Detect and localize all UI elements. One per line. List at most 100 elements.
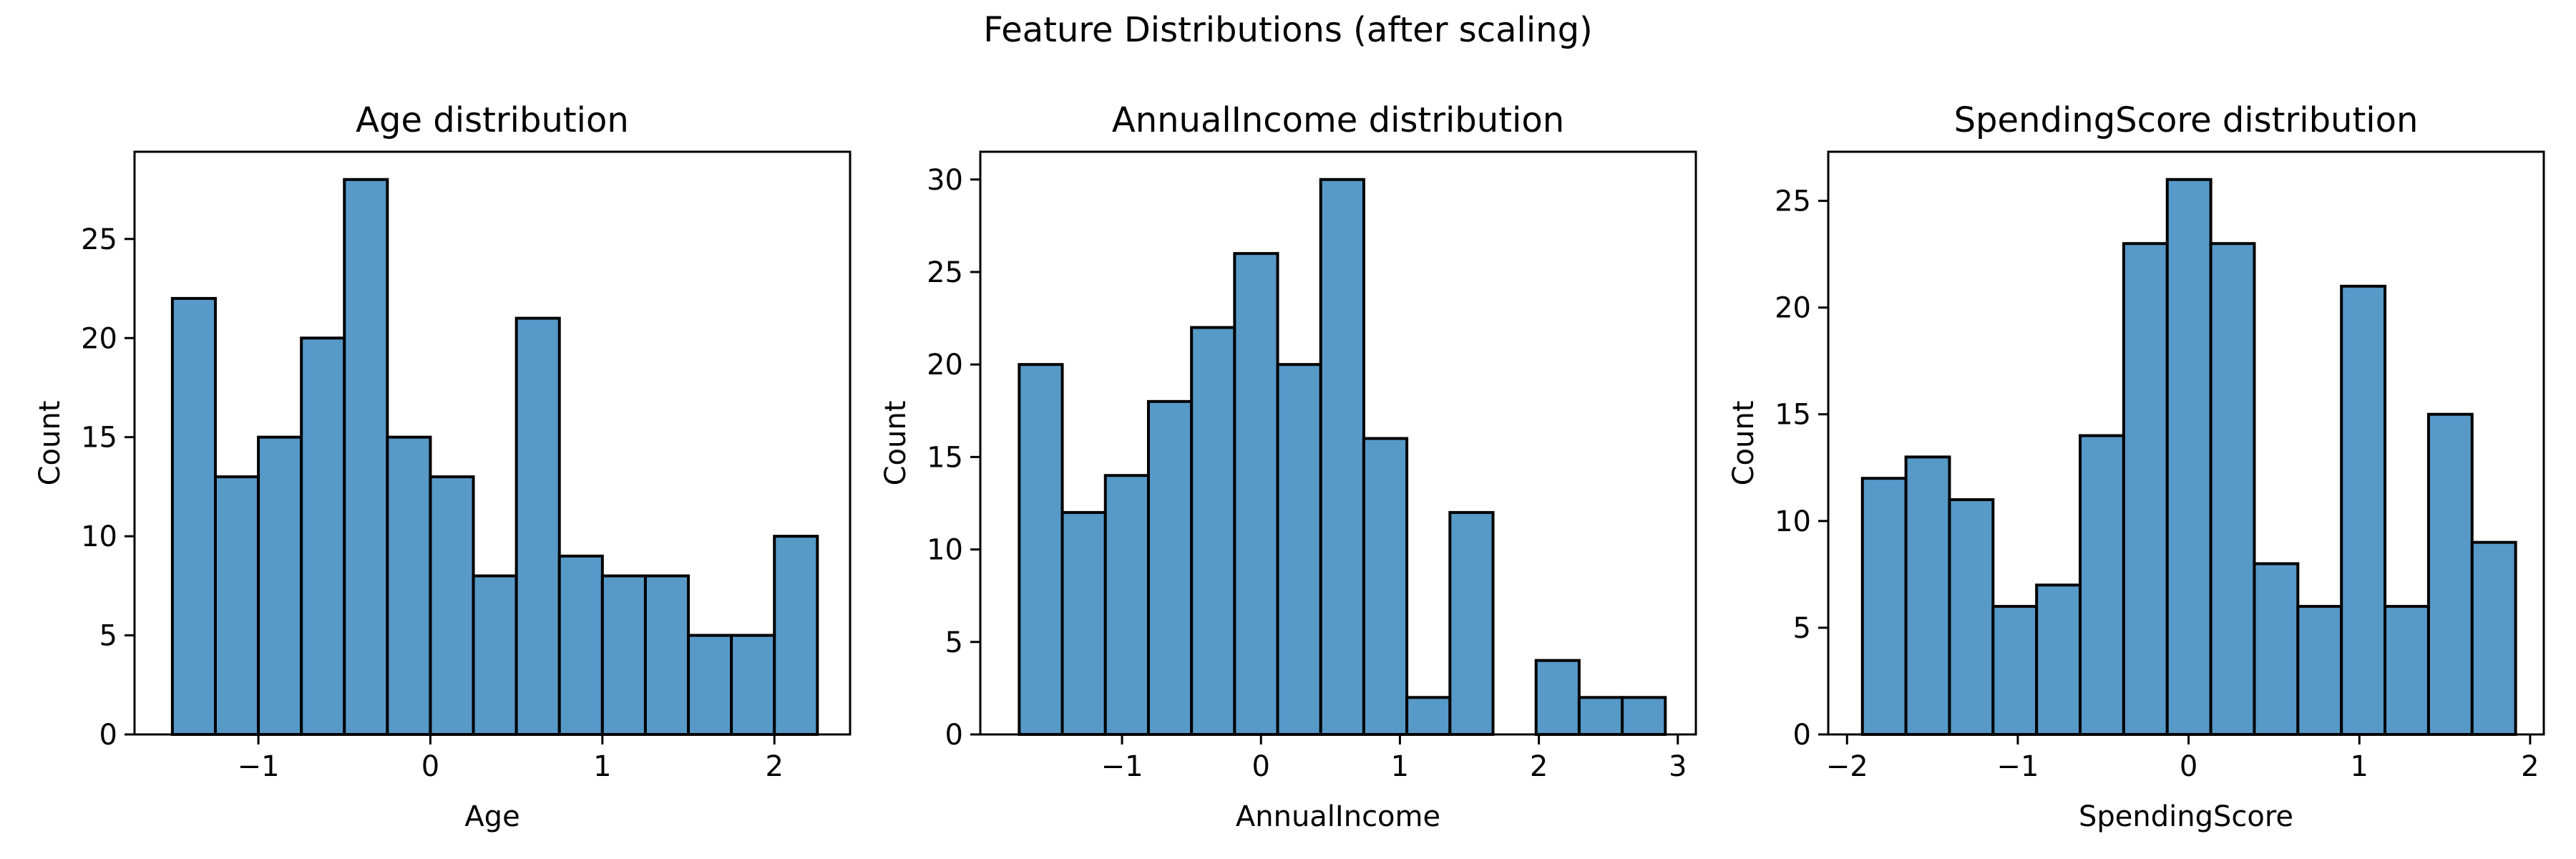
- histogram-bar: [1103, 474, 1150, 736]
- x-tick-label: −1: [1996, 750, 2039, 783]
- x-tick-label: 3: [1669, 750, 1687, 783]
- x-axis: −1 0 1 2: [238, 734, 784, 783]
- y-axis: 0 5 10 15 20 25: [81, 223, 135, 752]
- x-axis: −1 0 1 2 3: [1101, 734, 1687, 783]
- x-tick-label: −2: [1826, 750, 1868, 783]
- subplot-title: Age distribution: [356, 100, 629, 140]
- y-axis: 0 5 10 15 20 25 30: [927, 164, 980, 752]
- histogram-bar: [1621, 696, 1667, 736]
- y-tick-label: 0: [1793, 719, 1811, 752]
- histogram-bar: [300, 336, 346, 737]
- histogram-bar: [600, 574, 647, 737]
- histogram-bar: [514, 316, 561, 737]
- histogram-bar: [1276, 363, 1322, 736]
- histogram-bar: [1405, 696, 1452, 736]
- histogram-bar: [1190, 326, 1236, 736]
- x-axis: −2 −1 0 1 2: [1826, 734, 2540, 783]
- y-tick-label: 0: [945, 719, 963, 752]
- x-tick-label: 2: [2521, 750, 2539, 783]
- x-tick-label: 1: [593, 750, 611, 783]
- y-axis: 0 5 10 15 20 25: [1775, 185, 1828, 752]
- histogram-bar: [773, 535, 819, 737]
- y-tick-label: 10: [1775, 505, 1811, 538]
- histogram-bar: [2296, 605, 2343, 736]
- histogram-bar: [687, 634, 733, 737]
- histogram-bar: [2470, 540, 2517, 737]
- histogram-bar: [429, 475, 475, 737]
- histogram-bar: [257, 435, 303, 736]
- x-tick-label: 2: [1530, 750, 1548, 783]
- x-tick-label: 0: [421, 750, 439, 783]
- histogram-bar: [1146, 399, 1194, 736]
- histogram-bar: [2426, 412, 2474, 736]
- axes-frame: [979, 150, 1697, 736]
- histogram-bar: [1904, 455, 1951, 737]
- y-tick-label: 20: [81, 322, 117, 355]
- x-tick-label: 1: [1391, 750, 1409, 783]
- axes-frame: [133, 150, 852, 736]
- y-axis-label: Count: [34, 401, 67, 486]
- histogram-bar: [213, 475, 260, 737]
- histogram-bar: [2340, 284, 2387, 737]
- y-tick-label: 5: [99, 620, 117, 653]
- histogram-bar: [1948, 498, 1995, 736]
- histogram-bar: [2253, 562, 2300, 737]
- histogram-bar: [1018, 363, 1064, 736]
- histogram-bar: [1233, 252, 1279, 736]
- y-tick-label: 25: [81, 223, 117, 256]
- bars: [170, 178, 819, 737]
- histogram-bar: [1577, 696, 1624, 736]
- histogram-bar: [1860, 477, 1908, 736]
- histogram-bar: [1060, 510, 1107, 737]
- y-tick-label: 20: [927, 349, 963, 382]
- histogram-bar: [472, 574, 518, 737]
- histogram-bar: [2165, 178, 2212, 736]
- histogram-bar: [386, 435, 432, 736]
- bars: [1860, 178, 2517, 737]
- y-tick-label: 10: [81, 520, 117, 553]
- histogram-bar: [2209, 242, 2256, 736]
- histogram-bar: [1991, 605, 2039, 736]
- subplot-title: AnnualIncome distribution: [1112, 100, 1564, 140]
- x-axis-label: Age: [464, 800, 519, 833]
- histogram-bar: [1319, 178, 1365, 736]
- y-tick-label: 15: [1775, 399, 1811, 432]
- y-tick-label: 30: [927, 164, 963, 197]
- histogram-bar: [1362, 437, 1409, 736]
- x-tick-label: 0: [2180, 750, 2197, 783]
- x-axis-label: AnnualIncome: [1236, 800, 1440, 833]
- histogram-bar: [343, 178, 389, 736]
- x-tick-label: −1: [1101, 750, 1143, 783]
- y-axis-label: Count: [1727, 401, 1760, 486]
- histogram-bar: [1448, 510, 1495, 737]
- histogram-bar: [1534, 659, 1581, 737]
- y-tick-label: 15: [81, 422, 117, 455]
- histogram-bar: [2079, 434, 2125, 736]
- histogram-bar: [557, 554, 604, 737]
- subplot-title: SpendingScore distribution: [1954, 100, 2419, 140]
- histogram-bar: [730, 634, 776, 737]
- y-tick-label: 5: [1793, 612, 1811, 645]
- x-tick-label: −1: [238, 750, 280, 783]
- histogram-bar: [2384, 605, 2430, 736]
- histogram-bar: [2035, 583, 2082, 736]
- y-tick-label: 15: [927, 441, 963, 474]
- histogram-bar: [2122, 242, 2169, 736]
- y-tick-label: 10: [927, 534, 963, 567]
- x-axis-label: SpendingScore: [2079, 800, 2293, 833]
- figure-title: Feature Distributions (after scaling): [983, 10, 1593, 50]
- x-tick-label: 2: [766, 750, 784, 783]
- y-axis-label: Count: [879, 401, 912, 486]
- y-tick-label: 0: [99, 719, 117, 752]
- y-tick-label: 25: [1775, 185, 1811, 218]
- x-tick-label: 0: [1252, 750, 1270, 783]
- histogram-bar: [170, 296, 217, 737]
- x-tick-label: 1: [2351, 750, 2368, 783]
- y-tick-label: 20: [1775, 292, 1811, 325]
- histogram-bar: [643, 574, 691, 737]
